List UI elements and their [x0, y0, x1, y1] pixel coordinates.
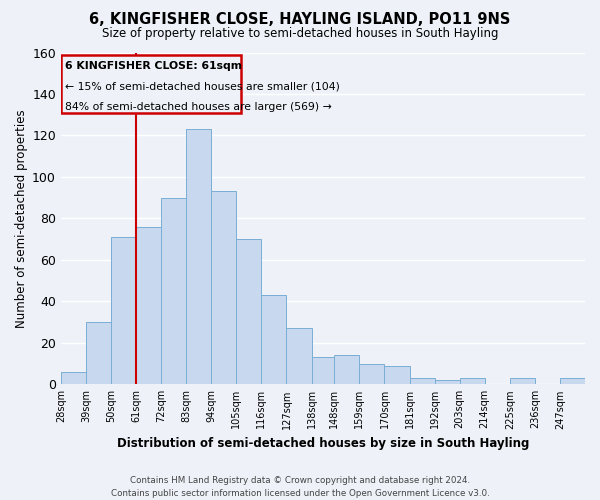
Bar — [286, 328, 311, 384]
Bar — [86, 322, 111, 384]
Bar — [236, 239, 262, 384]
Bar — [460, 378, 485, 384]
Text: 6 KINGFISHER CLOSE: 61sqm: 6 KINGFISHER CLOSE: 61sqm — [65, 61, 242, 71]
Bar — [434, 380, 460, 384]
Bar — [359, 364, 385, 384]
Bar — [560, 378, 585, 384]
Bar — [61, 54, 241, 112]
Y-axis label: Number of semi-detached properties: Number of semi-detached properties — [15, 109, 28, 328]
Bar — [262, 295, 286, 384]
Bar — [211, 192, 236, 384]
Bar — [136, 226, 161, 384]
Bar — [385, 366, 410, 384]
Text: ← 15% of semi-detached houses are smaller (104): ← 15% of semi-detached houses are smalle… — [65, 82, 340, 92]
Bar — [111, 237, 136, 384]
Bar — [311, 358, 334, 384]
Bar — [61, 372, 86, 384]
Bar — [410, 378, 434, 384]
Bar — [161, 198, 186, 384]
Text: Contains HM Land Registry data © Crown copyright and database right 2024.
Contai: Contains HM Land Registry data © Crown c… — [110, 476, 490, 498]
Bar — [334, 356, 359, 384]
Bar — [186, 129, 211, 384]
Bar — [510, 378, 535, 384]
Text: 84% of semi-detached houses are larger (569) →: 84% of semi-detached houses are larger (… — [65, 102, 332, 113]
X-axis label: Distribution of semi-detached houses by size in South Hayling: Distribution of semi-detached houses by … — [117, 437, 529, 450]
Text: 6, KINGFISHER CLOSE, HAYLING ISLAND, PO11 9NS: 6, KINGFISHER CLOSE, HAYLING ISLAND, PO1… — [89, 12, 511, 28]
Text: Size of property relative to semi-detached houses in South Hayling: Size of property relative to semi-detach… — [102, 28, 498, 40]
